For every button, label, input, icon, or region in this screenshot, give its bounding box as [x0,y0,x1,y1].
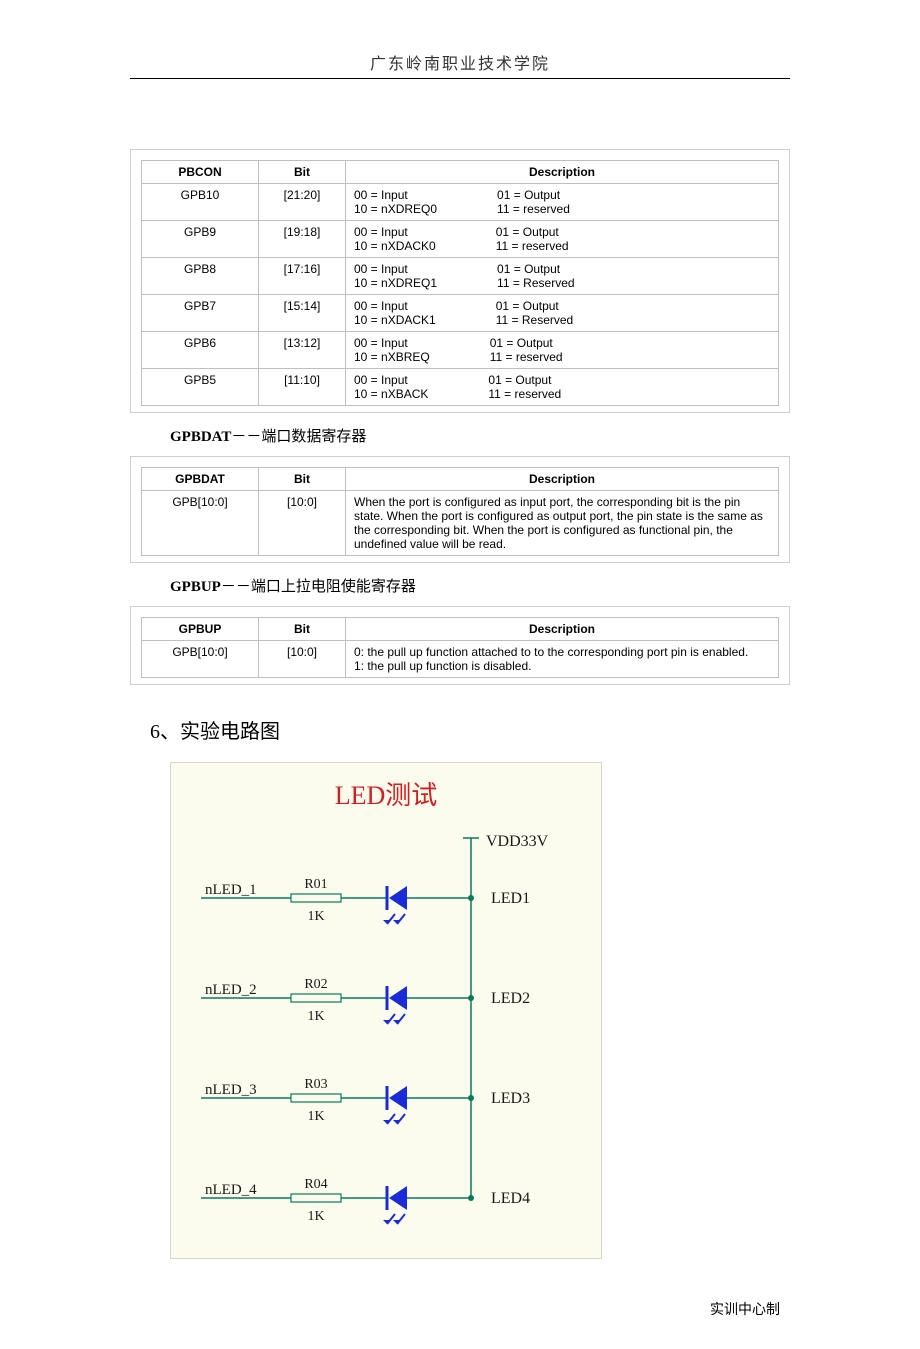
cell-desc: 00 = Input10 = nXDACK101 = Output11 = Re… [346,295,779,332]
gpbup-heading: GPBUP－－端口上拉电阻使能寄存器 [170,575,790,596]
table-row: GPB7[15:14]00 = Input10 = nXDACK101 = Ou… [142,295,779,332]
table-row: GPB9[19:18]00 = Input10 = nXDACK001 = Ou… [142,221,779,258]
gpbup-heading-rest: －－端口上拉电阻使能寄存器 [221,579,416,595]
table-row: GPB6[13:12]00 = Input10 = nXBREQ01 = Out… [142,332,779,369]
cell-name: GPB6 [142,332,259,369]
gpbup-table-wrap: GPBUP Bit Description GPB[10:0] [10:0] 0… [130,606,790,685]
vdd-label: VDD33V [486,833,549,850]
pbcon-table: PBCON Bit Description GPB10[21:20]00 = I… [141,160,779,406]
table-row: GPB[10:0] [10:0] 0: the pull up function… [142,641,779,678]
cell-desc: When the port is configured as input por… [346,491,779,556]
led-icon [383,1186,407,1224]
resistor-value: 1K [307,1109,324,1124]
cell-desc: 0: the pull up function attached to to t… [346,641,779,678]
led-label: LED4 [491,1190,530,1207]
net-label: nLED_4 [205,1182,257,1198]
th-desc: Description [346,161,779,184]
th-gpbup: GPBUP [142,618,259,641]
desc-line2: 1: the pull up function is disabled. [354,659,531,673]
table-row: GPB10[21:20]00 = Input10 = nXDREQ001 = O… [142,184,779,221]
circuit-svg: VDD33V nLED_1 R01 1K LED1 nLED_2 R02 1K LED2 nLED… [171,818,601,1258]
cell-name: GPB[10:0] [142,641,259,678]
header-underline [130,78,790,79]
resistor-label: R02 [304,977,327,992]
th-pbcon: PBCON [142,161,259,184]
desc-line1: 0: the pull up function attached to to t… [354,645,748,659]
cell-bit: [13:12] [259,332,346,369]
circuit-diagram: LED测试 VDD33V nLED_1 R01 1K LED1 nLED_2 R02 1K LE… [170,762,602,1259]
cell-desc: 00 = Input10 = nXDREQ001 = Output11 = re… [346,184,779,221]
gpbdat-heading-bold: GPBDAT [170,429,231,445]
led-label: LED1 [491,890,530,907]
cell-name: GPB9 [142,221,259,258]
led-icon [383,986,407,1024]
gpbdat-table: GPBDAT Bit Description GPB[10:0] [10:0] … [141,467,779,556]
resistor-label: R01 [304,877,327,892]
th-bit2: Bit [259,468,346,491]
cell-desc: 00 = Input10 = nXDREQ101 = Output11 = Re… [346,258,779,295]
gpbup-table: GPBUP Bit Description GPB[10:0] [10:0] 0… [141,617,779,678]
resistor-value: 1K [307,1209,324,1224]
led-icon [383,886,407,924]
th-gpbdat: GPBDAT [142,468,259,491]
gpbup-heading-bold: GPBUP [170,579,221,595]
gpbdat-table-wrap: GPBDAT Bit Description GPB[10:0] [10:0] … [130,456,790,563]
net-label: nLED_2 [205,982,257,998]
cell-bit: [15:14] [259,295,346,332]
led-label: LED2 [491,990,530,1007]
gpbdat-heading-rest: －－端口数据寄存器 [231,429,366,445]
cell-name: GPB[10:0] [142,491,259,556]
led-label: LED3 [491,1090,530,1107]
table-row: GPB[10:0] [10:0] When the port is config… [142,491,779,556]
resistor-value: 1K [307,1009,324,1024]
cell-name: GPB10 [142,184,259,221]
th-bit3: Bit [259,618,346,641]
gpbdat-heading: GPBDAT－－端口数据寄存器 [170,425,790,446]
led-icon [383,1086,407,1124]
circuit-title: LED测试 [171,763,601,818]
cell-bit: [21:20] [259,184,346,221]
th-desc2: Description [346,468,779,491]
section6-title: 6、实验电路图 [150,715,790,744]
cell-bit: [10:0] [259,641,346,678]
resistor-label: R04 [304,1177,327,1192]
pbcon-table-wrap: PBCON Bit Description GPB10[21:20]00 = I… [130,149,790,413]
th-desc3: Description [346,618,779,641]
cell-bit: [17:16] [259,258,346,295]
page-header-title: 广东岭南职业技术学院 [130,50,790,74]
table-row: GPB5[11:10]00 = Input10 = nXBACK01 = Out… [142,369,779,406]
cell-bit: [19:18] [259,221,346,258]
cell-desc: 00 = Input10 = nXBREQ01 = Output11 = res… [346,332,779,369]
resistor-label: R03 [304,1077,327,1092]
net-label: nLED_1 [205,882,257,898]
cell-desc: 00 = Input10 = nXDACK001 = Output11 = re… [346,221,779,258]
cell-name: GPB5 [142,369,259,406]
cell-name: GPB7 [142,295,259,332]
cell-bit: [11:10] [259,369,346,406]
page-footer: 实训中心制 [130,1299,790,1319]
cell-name: GPB8 [142,258,259,295]
table-row: GPB8[17:16]00 = Input10 = nXDREQ101 = Ou… [142,258,779,295]
resistor-value: 1K [307,909,324,924]
cell-desc: 00 = Input10 = nXBACK01 = Output11 = res… [346,369,779,406]
cell-bit: [10:0] [259,491,346,556]
net-label: nLED_3 [205,1082,257,1098]
th-bit: Bit [259,161,346,184]
